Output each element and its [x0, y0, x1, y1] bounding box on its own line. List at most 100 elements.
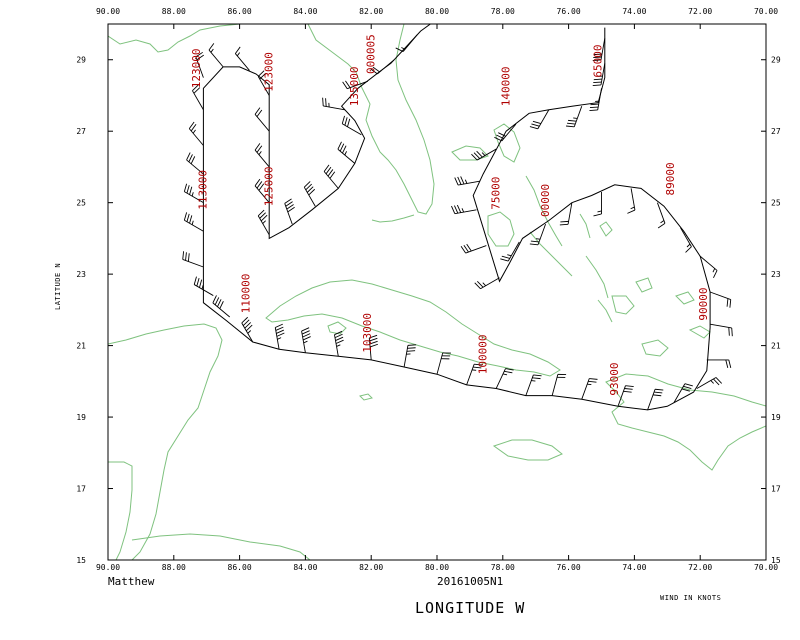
- altitude-label: 110000: [240, 274, 253, 314]
- altitude-label: 103000: [361, 313, 374, 353]
- altitude-label: 90000: [697, 287, 710, 320]
- left-lat-tick-label: 21: [76, 342, 86, 351]
- top-lon-tick-label: 90.00: [96, 7, 120, 16]
- bottom-lon-tick-label: 78.00: [491, 563, 515, 572]
- right-lat-tick-label: 27: [771, 127, 781, 136]
- wind-barb: [254, 107, 270, 132]
- wind-barb: [334, 330, 344, 357]
- altitude-labels-layer: 123000 123000 113000 125000 135000 000005 1400…: [190, 34, 710, 395]
- wind-barb: [451, 204, 477, 215]
- wind-barb: [529, 223, 546, 246]
- altitude-label: 00000: [539, 184, 552, 217]
- flight-track-layer: [202, 24, 711, 411]
- wind-barb: [254, 143, 270, 168]
- wind-barb: [500, 241, 520, 262]
- storm-name-label: Matthew: [108, 575, 155, 588]
- coastline-mayaguana: [675, 291, 695, 305]
- left-lat-tick-label: 29: [76, 56, 86, 65]
- wind-barb: [274, 323, 285, 350]
- wind-barb: [183, 212, 204, 232]
- bottom-lon-tick-label: 80.00: [425, 563, 449, 572]
- left-lat-tick-label: 19: [76, 413, 86, 422]
- coastline-honduras: [131, 533, 311, 560]
- coastline-eleuthera: [525, 175, 563, 247]
- wind-barb: [559, 202, 573, 226]
- altitude-label: 000005: [365, 34, 378, 74]
- wind-barb: [341, 115, 362, 136]
- coastline-gulf-coast: [108, 24, 241, 53]
- wind-barb: [257, 209, 270, 236]
- wind-barb: [234, 46, 250, 71]
- altitude-label: 135000: [348, 66, 361, 106]
- wind-barb: [706, 359, 732, 369]
- wind-barb: [551, 373, 567, 396]
- wind-barb: [322, 97, 345, 111]
- top-lon-tick-label: 78.00: [491, 7, 515, 16]
- wind-barb: [337, 141, 356, 164]
- bottom-lon-tick-label: 82.00: [359, 563, 383, 572]
- wind-barb: [188, 121, 204, 146]
- right-lat-tick-label: 29: [771, 56, 781, 65]
- coastline-crooked: [635, 277, 653, 293]
- coastline-cayman: [359, 393, 373, 401]
- wind-barb: [709, 323, 733, 337]
- top-lon-tick-label: 72.00: [688, 7, 712, 16]
- left-lat-tick-label: 25: [76, 199, 86, 208]
- wind-barb: [592, 38, 606, 61]
- coastline-ragged: [597, 299, 613, 323]
- right-lat-tick-label: 23: [771, 270, 781, 279]
- wind-barb: [657, 202, 666, 229]
- wind-barb: [342, 80, 369, 90]
- wind-barb: [627, 188, 636, 214]
- altitude-label: 93000: [608, 362, 621, 395]
- coastline-hispaniola: [605, 373, 766, 471]
- bottom-lon-tick-label: 74.00: [622, 563, 646, 572]
- axes-layer: 90.00 90.00 88.00 88.00 86.00 86.00 84.00 84.00…: [76, 7, 780, 572]
- wind-barb: [696, 377, 723, 389]
- coastline-long-island: [585, 255, 609, 299]
- bottom-lon-tick-label: 86.00: [228, 563, 252, 572]
- altitude-label: 75000: [490, 177, 503, 210]
- wind-barb: [529, 109, 550, 130]
- altitude-label: 125000: [263, 166, 276, 206]
- wind-barb: [186, 152, 204, 175]
- altitude-label: 100000: [476, 334, 489, 374]
- left-lat-tick-label: 15: [76, 556, 86, 565]
- coastline-central-america: [108, 461, 133, 560]
- x-axis-title: LONGITUDE W: [415, 599, 525, 617]
- top-lon-tick-label: 84.00: [293, 7, 317, 16]
- wind-barb: [495, 368, 514, 389]
- left-lat-tick-label: 23: [76, 270, 86, 279]
- top-lon-tick-label: 76.00: [557, 7, 581, 16]
- bottom-lon-tick-label: 88.00: [162, 563, 186, 572]
- top-lon-tick-label: 74.00: [622, 7, 646, 16]
- right-lat-tick-label: 17: [771, 485, 781, 494]
- coastline-cuba: [265, 279, 561, 377]
- coastline-yucatan: [108, 323, 223, 560]
- bottom-lon-tick-label: 76.00: [557, 563, 581, 572]
- wind-units-note: WIND IN KNOTS: [660, 594, 721, 602]
- right-lat-tick-label: 19: [771, 413, 781, 422]
- wind-barb: [284, 198, 295, 225]
- bottom-lon-tick-label: 90.00: [96, 563, 120, 572]
- bottom-lon-tick-label: 72.00: [688, 563, 712, 572]
- y-axis-title: LATITUDE N: [54, 263, 62, 310]
- top-lon-tick-label: 82.00: [359, 7, 383, 16]
- left-lat-tick-label: 27: [76, 127, 86, 136]
- coastline-cat-island: [579, 213, 591, 239]
- wind-barb: [195, 51, 204, 78]
- bottom-lon-tick-label: 84.00: [293, 563, 317, 572]
- altitude-label: 140000: [499, 66, 512, 106]
- right-lat-tick-label: 21: [771, 342, 781, 351]
- wind-barb: [301, 327, 311, 353]
- coastline-inagua: [641, 339, 669, 357]
- wind-barb: [699, 255, 718, 279]
- wind-barb: [617, 385, 634, 407]
- wind-barb: [303, 181, 316, 207]
- altitude-label: 89000: [664, 162, 677, 195]
- top-lon-tick-label: 88.00: [162, 7, 186, 16]
- wind-barb: [403, 344, 417, 368]
- top-lon-tick-label: 80.00: [425, 7, 449, 16]
- left-lat-tick-label: 17: [76, 485, 86, 494]
- coastlines-layer: [108, 24, 766, 560]
